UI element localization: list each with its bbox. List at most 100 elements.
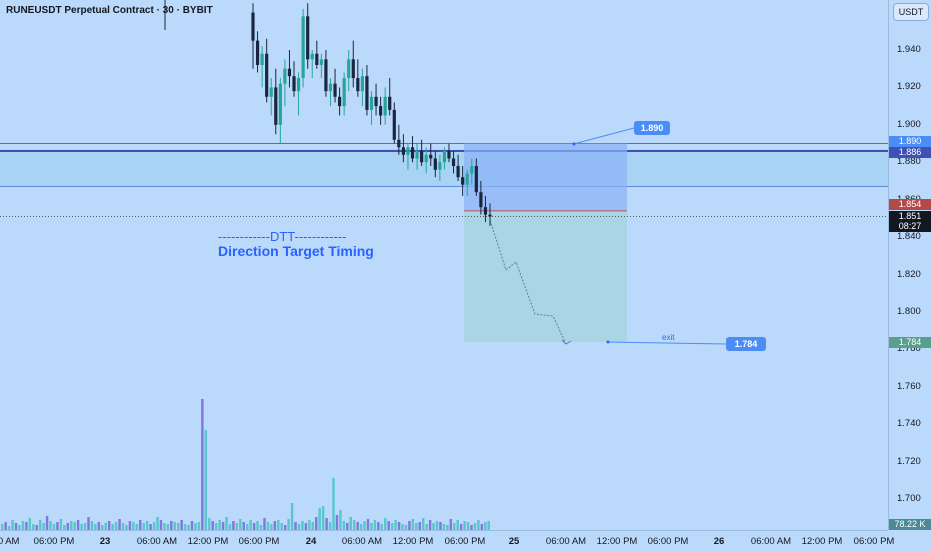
time-tick-label: 06:00 AM <box>341 536 383 547</box>
volume-bar <box>145 521 149 530</box>
volume-bar <box>308 520 311 530</box>
callout-upper-target[interactable]: 1.890 <box>634 121 670 135</box>
price-tick-label: 1.740 <box>897 418 921 430</box>
volume-bar <box>442 524 446 530</box>
candle-body <box>255 40 260 65</box>
price-axis[interactable] <box>888 0 932 530</box>
volume-bar <box>149 524 152 530</box>
candle-body <box>292 76 296 92</box>
price-tick-label: 1.840 <box>897 231 921 243</box>
volume-bar <box>97 522 101 530</box>
volume-bar <box>283 525 287 530</box>
volume-bar <box>18 525 21 530</box>
volume-bar <box>466 522 470 530</box>
candle-body <box>401 147 406 155</box>
volume-bar <box>277 520 280 530</box>
price-tick-label: 1.780 <box>897 343 921 355</box>
candle-body <box>306 16 310 60</box>
volume-bar <box>477 520 480 530</box>
time-tick-label: 12:00 PM <box>187 536 229 547</box>
volume-bar <box>315 517 318 530</box>
volume-bar <box>287 519 290 530</box>
time-tick-label: 06:00 PM <box>853 536 895 547</box>
candle-body <box>465 173 469 185</box>
time-tick-label: 23 <box>99 536 111 547</box>
volume-bar <box>373 520 377 530</box>
volume-bar <box>456 520 459 530</box>
projection-arrow <box>561 339 572 345</box>
volume-bar <box>59 519 63 530</box>
volume-bar <box>301 521 304 530</box>
candle-body <box>337 96 342 107</box>
time-axis[interactable] <box>0 530 888 551</box>
volume-bar <box>249 520 252 530</box>
volume-bar <box>349 517 352 530</box>
time-tick-label: 06:00 AM <box>545 536 587 547</box>
volume-bar <box>114 522 118 530</box>
volume-bar <box>380 524 384 530</box>
price-tick-label: 1.820 <box>897 268 921 280</box>
candle-body <box>283 68 287 84</box>
volume-bar <box>421 518 425 530</box>
volume-bar <box>394 520 397 530</box>
time-tick-label: 00 AM <box>0 536 20 547</box>
volume-bar <box>221 522 225 530</box>
volume-bar <box>377 522 380 530</box>
volume-bar <box>473 523 477 530</box>
volume-bar <box>356 522 359 530</box>
candle-body <box>406 147 410 155</box>
candle-body <box>429 154 433 159</box>
price-label-lower-target: 1.784 <box>889 337 931 348</box>
candle-body <box>301 16 305 79</box>
volume-bar <box>173 522 176 530</box>
volume-bar <box>25 522 28 530</box>
volume-bar <box>325 518 328 530</box>
volume-bar <box>35 525 38 530</box>
volume-bar <box>139 520 142 530</box>
candle-body <box>365 76 369 110</box>
volume-bar <box>107 521 111 530</box>
callout-lower-target[interactable]: 1.784 <box>726 337 766 351</box>
volume-bar <box>418 522 421 530</box>
volume-bar <box>32 524 35 530</box>
volume-bar <box>194 523 197 530</box>
volume-bar <box>304 523 308 530</box>
volume-bar <box>38 520 42 530</box>
candle-body <box>347 59 351 79</box>
volume-bar <box>42 523 45 530</box>
volume-bar <box>170 521 173 530</box>
volume-bar <box>66 523 70 530</box>
volume-bar <box>80 524 83 530</box>
volume-bar <box>246 524 249 530</box>
volume-bar <box>328 522 332 530</box>
volume-bar <box>7 526 11 530</box>
volume-bar <box>232 521 235 530</box>
volume-bar <box>187 525 190 530</box>
volume-bar <box>359 524 363 530</box>
volume-bar <box>121 523 125 530</box>
volume-bar <box>52 524 56 530</box>
volume-bar <box>242 522 245 530</box>
volume-bar <box>104 523 107 530</box>
volume-label: 78.22 K <box>889 519 931 530</box>
volume-bar <box>346 523 349 530</box>
time-tick-label: 06:00 PM <box>33 536 75 547</box>
volume-bar <box>76 520 80 530</box>
volume-bar <box>73 522 76 530</box>
price-tick-label: 1.880 <box>897 156 921 168</box>
volume-bar <box>87 517 90 530</box>
volume-bar <box>56 522 59 530</box>
volume-bar <box>318 508 321 530</box>
volume-bar <box>235 523 239 530</box>
volume-bar <box>94 524 97 530</box>
volume-bar <box>387 521 390 530</box>
volume-bar <box>484 522 487 530</box>
currency-badge[interactable]: USDT <box>893 3 929 21</box>
volume-bar <box>163 523 166 530</box>
volume-bar <box>156 517 159 530</box>
volume-bar <box>411 519 415 530</box>
candle-body <box>324 59 328 92</box>
candle-body <box>260 53 264 65</box>
